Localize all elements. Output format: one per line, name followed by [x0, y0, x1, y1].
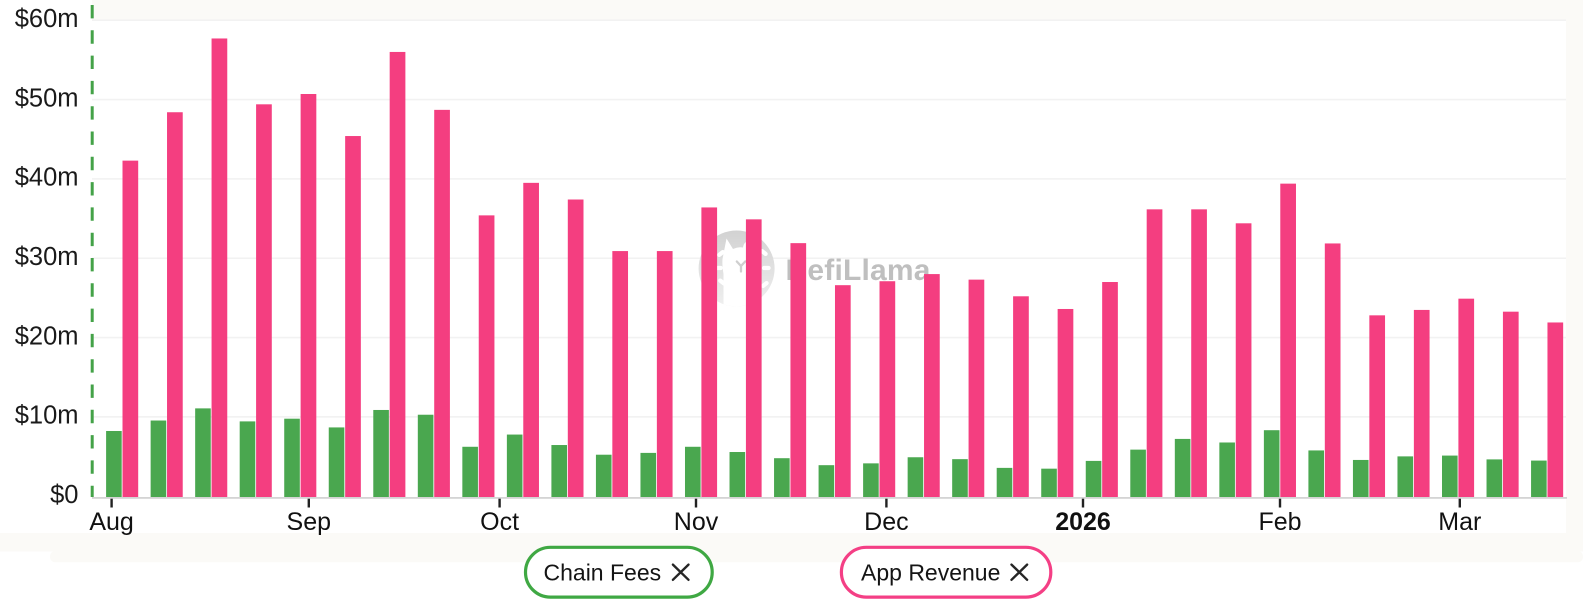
svg-text:$30m: $30m	[15, 243, 79, 271]
svg-text:Nov: Nov	[674, 508, 719, 536]
svg-text:Oct: Oct	[480, 508, 519, 536]
svg-text:Sep: Sep	[287, 508, 331, 536]
svg-text:Aug: Aug	[89, 508, 133, 536]
svg-text:2026: 2026	[1055, 508, 1111, 536]
svg-text:App Revenue: App Revenue	[861, 560, 1000, 586]
svg-text:$60m: $60m	[15, 5, 79, 33]
svg-text:$50m: $50m	[15, 84, 79, 112]
svg-text:$20m: $20m	[15, 322, 79, 350]
svg-text:$0: $0	[50, 481, 78, 509]
svg-text:Chain Fees: Chain Fees	[544, 560, 662, 586]
svg-text:$10m: $10m	[15, 402, 79, 430]
svg-text:$40m: $40m	[15, 164, 79, 192]
svg-text:Dec: Dec	[864, 508, 908, 536]
svg-text:Mar: Mar	[1438, 508, 1481, 536]
svg-text:DefiLlama: DefiLlama	[786, 254, 931, 287]
svg-text:Feb: Feb	[1258, 508, 1301, 536]
